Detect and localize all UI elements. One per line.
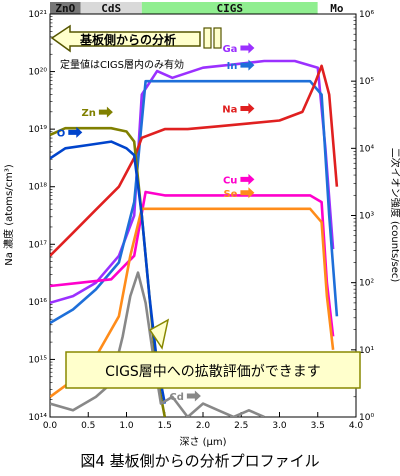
layer-band-cigs [141, 2, 318, 14]
layer-band-zno [50, 2, 81, 14]
diffusion-box [65, 351, 361, 389]
x-tick-label: 1.0 [119, 421, 134, 431]
series-label-cu: Cu [223, 175, 237, 186]
dash-mark-2 [213, 27, 222, 49]
right-arrow-icon [240, 173, 255, 185]
left-arrow-icon [50, 24, 201, 53]
up-arrow-icon [148, 318, 170, 350]
layer-label-zno: ZnO [55, 2, 75, 15]
right-arrow-icon [240, 42, 255, 54]
substrate-side-label: 基板側からの分析 [79, 32, 176, 47]
ticks: 0.0 0.5 1.0 1.5 2.0 2.5 3.0 3.5 4.0 10¹⁴ 10¹⁵ 10¹⁶ 1… [28, 10, 374, 431]
x-tick-label: 3.0 [272, 421, 287, 431]
y-axis-right-title: 二次イオン強度 (counts/sec) [389, 148, 400, 283]
series-labels: Ga In Na Cu Se Zn O Cd [57, 42, 255, 403]
series-label-zn: Zn [82, 108, 96, 119]
right-arrow-icon [68, 126, 83, 138]
right-arrow-icon [98, 106, 113, 118]
right-arrow-icon [240, 187, 255, 199]
x-tick-label: 3.5 [311, 421, 325, 431]
x-tick-label: 0.0 [43, 421, 58, 431]
series-line-cu [50, 190, 335, 337]
y-right-tick-label: 10¹ [359, 346, 374, 356]
dash-mark-1 [203, 27, 212, 49]
series-line-na [50, 64, 339, 257]
series-label-ga: Ga [222, 44, 237, 55]
substrate-side-callout: 基板側からの分析 [50, 24, 222, 53]
y-axis-left-title: Na 濃度 (atoms/cm³) [2, 164, 15, 266]
layer-label-cds: CdS [101, 2, 121, 15]
y-left-tick-label: 10¹⁶ [28, 298, 47, 308]
series-label-se: Se [223, 189, 237, 200]
x-tick-label: 0.5 [81, 421, 95, 431]
x-tick-label: 2.0 [196, 421, 211, 431]
y-right-tick-label: 10² [359, 279, 374, 289]
x-tick-label: 2.5 [234, 421, 248, 431]
x-axis-title: 深さ (μm) [179, 436, 226, 448]
y-right-tick-label: 10⁶ [359, 10, 374, 20]
series-label-cd: Cd [169, 392, 184, 403]
y-left-tick-label: 10²⁰ [28, 68, 47, 78]
y-right-tick-label: 10³ [359, 212, 374, 222]
y-right-tick-label: 10⁴ [359, 144, 374, 154]
diffusion-callout: CIGS層中への拡散評価ができます [65, 318, 361, 389]
layer-label-mo: Mo [330, 2, 344, 15]
diffusion-text: CIGS層中への拡散評価ができます [105, 364, 321, 380]
y-left-tick-label: 10¹⁴ [28, 413, 47, 423]
y-left-tick-label: 10¹⁸ [28, 183, 47, 193]
series-label-o: O [57, 128, 66, 139]
layer-label-cigs: CIGS [217, 2, 244, 15]
y-left-tick-label: 10¹⁵ [28, 355, 47, 365]
series-label-in: In [227, 61, 238, 72]
x-tick-label: 1.5 [158, 421, 172, 431]
quant-note: 定量値はCIGS層内のみ有効 [60, 58, 184, 71]
y-left-tick-label: 10²¹ [28, 10, 47, 20]
right-arrow-icon [240, 102, 255, 114]
y-right-tick-label: 10⁰ [359, 413, 374, 423]
series-line-in [50, 79, 339, 325]
layer-band-mo [317, 2, 356, 14]
x-tick-label: 4.0 [349, 421, 364, 431]
right-arrow-icon [186, 390, 201, 402]
figure-caption: 図4 基板側からの分析プロファイル [80, 452, 320, 470]
sims-depth-profile-chart: ZnO CdS CIGS Mo 0.0 0.5 1.0 1.5 2.0 2.5 3.0 3.5 4.0… [2, 2, 400, 448]
right-arrow-icon [240, 59, 255, 71]
y-left-tick-label: 10¹⁷ [28, 240, 47, 250]
series-label-na: Na [222, 104, 237, 115]
y-right-tick-label: 10⁵ [359, 77, 374, 87]
series-line-ga [50, 59, 335, 305]
layer-band-cds [80, 2, 142, 14]
y-left-tick-label: 10¹⁹ [28, 125, 47, 135]
layer-bar: ZnO CdS CIGS Mo [50, 2, 356, 15]
series-line-se [50, 207, 335, 398]
